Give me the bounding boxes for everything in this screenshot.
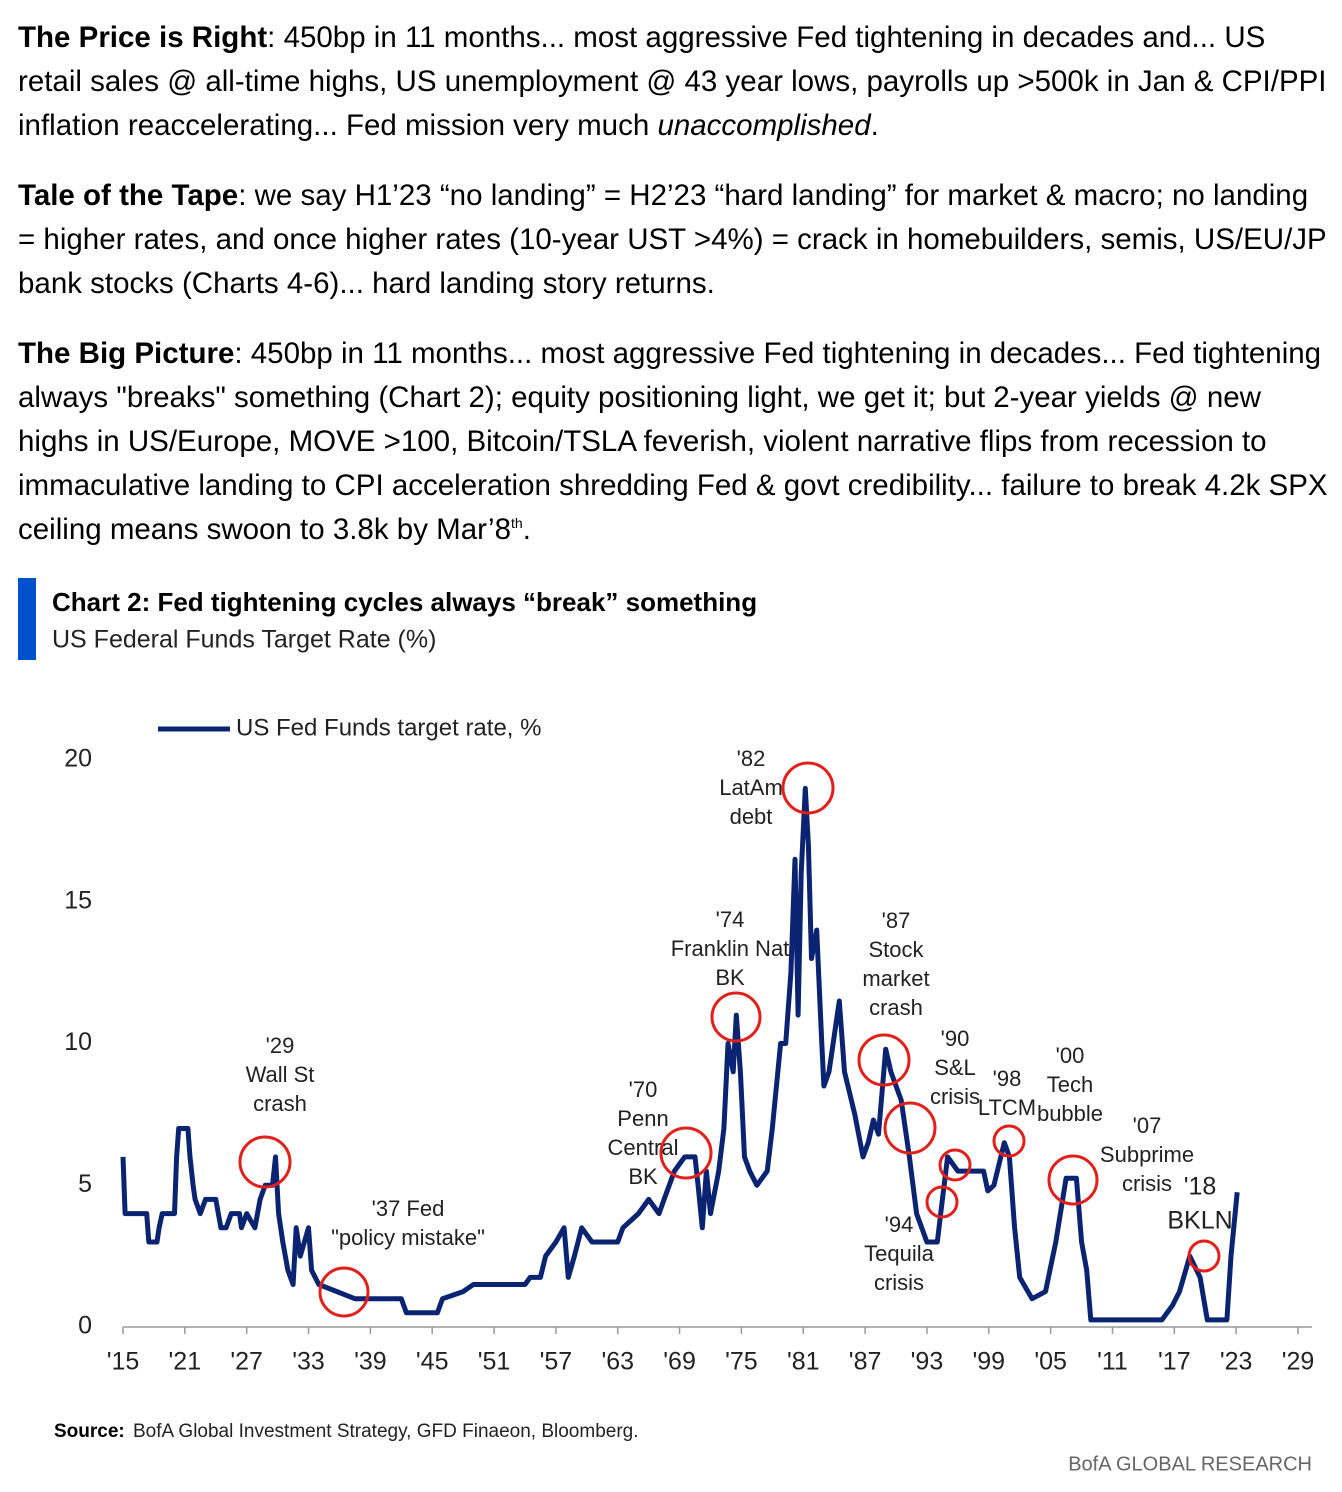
lead: Tale of the Tape	[18, 179, 239, 212]
x-tick-label: '27	[230, 1348, 263, 1376]
annotation: "policy mistake"	[331, 1225, 485, 1250]
annotation: '18	[1184, 1173, 1217, 1201]
highlight-circle	[857, 1033, 911, 1087]
x-tick-label: '57	[540, 1348, 573, 1376]
paragraph: The Price is Right: 450bp in 11 months..…	[18, 16, 1328, 148]
annotation: BK	[628, 1164, 658, 1189]
paragraph: Tale of the Tape: we say H1’23 “no landi…	[18, 174, 1328, 306]
annotation: market	[862, 966, 929, 991]
annotation: crisis	[1122, 1171, 1172, 1196]
highlight-circle	[238, 1135, 292, 1189]
annotation: Tequila	[864, 1241, 934, 1266]
y-tick-label: 20	[64, 745, 92, 773]
lead: The Big Picture	[18, 337, 235, 370]
annotation: LatAm	[719, 775, 783, 800]
lead: The Price is Right	[18, 21, 268, 54]
highlight-circle	[938, 1148, 972, 1182]
annotation: '37 Fed	[372, 1196, 445, 1221]
highlight-circle	[883, 1101, 937, 1155]
highlight-circle	[1187, 1239, 1221, 1273]
annotation: BKLN	[1167, 1207, 1232, 1235]
x-tick-label: '21	[169, 1348, 202, 1376]
y-tick-label: 0	[78, 1312, 92, 1340]
annotation: debt	[730, 804, 773, 829]
annotation: S&L	[934, 1055, 976, 1080]
superscript: th	[511, 515, 523, 532]
highlight-circle	[781, 761, 835, 815]
x-tick-label: '11	[1097, 1348, 1128, 1376]
x-tick-label: '29	[1282, 1348, 1315, 1376]
annotation: LTCM	[978, 1095, 1036, 1120]
annotation: '74	[716, 907, 745, 932]
annotation: '82	[737, 746, 766, 771]
footer: BofA GLOBAL RESEARCH	[1068, 1453, 1312, 1475]
highlight-circle	[925, 1185, 959, 1219]
series-line	[120, 785, 1240, 1323]
x-tick-label: '15	[107, 1348, 140, 1376]
x-tick-label: '81	[787, 1348, 820, 1376]
end: .	[870, 109, 879, 142]
x-tick-label: '33	[292, 1348, 325, 1376]
x-tick-label: '51	[478, 1348, 511, 1376]
y-tick-label: 5	[78, 1170, 92, 1198]
annotation: Stock	[868, 937, 924, 962]
x-tick-label: '87	[849, 1348, 882, 1376]
highlight-circle	[318, 1266, 370, 1318]
annotation: Penn	[617, 1106, 668, 1131]
annotation: '98	[993, 1066, 1022, 1091]
annotation: Subprime	[1100, 1142, 1194, 1167]
annotation: Tech	[1047, 1072, 1093, 1097]
annotation: crisis	[930, 1084, 980, 1109]
body: : 450bp in 11 months... most aggressive …	[18, 337, 1328, 546]
y-tick-label: 15	[64, 886, 92, 914]
annotation: '00	[1056, 1043, 1085, 1068]
source-label: Source:	[54, 1421, 125, 1442]
annotation: '70	[629, 1077, 658, 1102]
highlight-circle	[659, 1126, 713, 1180]
x-tick-label: '69	[663, 1348, 696, 1376]
annotation: '87	[882, 908, 911, 933]
emphasis: unaccomplished	[657, 109, 871, 142]
annotation: bubble	[1037, 1101, 1103, 1126]
x-tick-label: '05	[1034, 1348, 1067, 1376]
x-tick-label: '99	[972, 1348, 1005, 1376]
annotation: crash	[253, 1091, 307, 1116]
annotation: crash	[869, 995, 923, 1020]
end: .	[522, 513, 531, 546]
body: : we say H1’23 “no landing” = H2’23 “har…	[18, 179, 1327, 300]
y-tick-label: 10	[64, 1028, 92, 1056]
annotation: BK	[715, 965, 745, 990]
source: BofA Global Investment Strategy, GFD Fin…	[133, 1421, 639, 1442]
highlight-circle	[710, 991, 762, 1043]
x-tick-label: '63	[601, 1348, 634, 1376]
body: : 450bp in 11 months... most aggressive …	[18, 21, 1327, 142]
legend-label: US Fed Funds target rate, %	[236, 714, 541, 741]
chart-subtitle: US Federal Funds Target Rate (%)	[52, 626, 436, 654]
annotation: '90	[941, 1026, 970, 1051]
x-tick-label: '17	[1158, 1348, 1191, 1376]
chart-title: Chart 2: Fed tightening cycles always “b…	[52, 587, 757, 617]
x-tick-label: '45	[416, 1348, 449, 1376]
commentary: The Price is Right: 450bp in 11 months..…	[18, 16, 1328, 578]
annotation: '29	[266, 1033, 295, 1058]
x-tick-label: '39	[354, 1348, 387, 1376]
annotation: Franklin Nat	[671, 936, 790, 961]
annotation: Wall St	[246, 1062, 315, 1087]
annotation: '94	[885, 1212, 914, 1237]
highlight-circle	[992, 1124, 1026, 1158]
x-tick-label: '23	[1220, 1348, 1253, 1376]
annotation: crisis	[874, 1270, 924, 1295]
annotation: Central	[608, 1135, 679, 1160]
highlight-circle	[1047, 1154, 1099, 1206]
annotation: '07	[1133, 1113, 1162, 1138]
title-accent	[18, 578, 36, 660]
x-tick-label: '93	[911, 1348, 944, 1376]
x-tick-label: '75	[725, 1348, 758, 1376]
paragraph: The Big Picture: 450bp in 11 months... m…	[18, 332, 1328, 552]
